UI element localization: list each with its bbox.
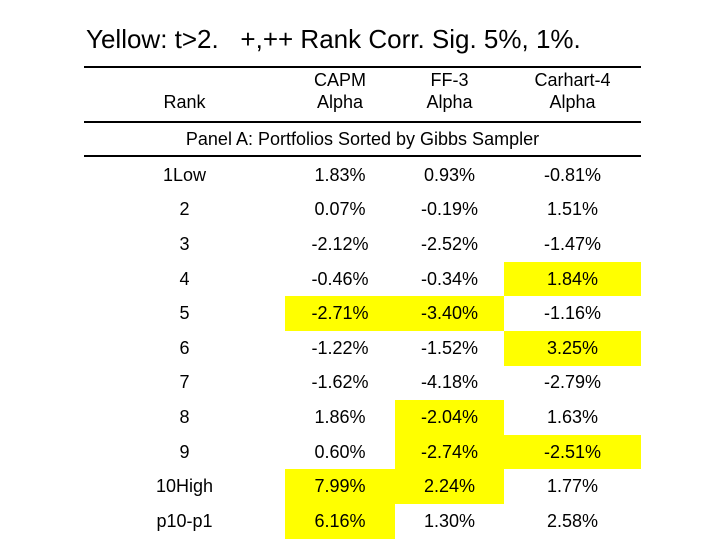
column-header-line2: Alpha bbox=[426, 92, 473, 112]
capm-alpha-cell: 0.07% bbox=[314, 199, 366, 220]
table-row: 9 0.60% -2.74% -2.51% bbox=[84, 434, 641, 470]
capm-alpha-cell: -0.46% bbox=[311, 268, 369, 289]
column-header-line2: Alpha bbox=[549, 92, 596, 112]
slide-title: Yellow: t>2. +,++ Rank Corr. Sig. 5%, 1%… bbox=[86, 24, 581, 54]
column-header-line2: Alpha bbox=[316, 92, 364, 112]
table-header-row: Rank CAPM Alpha FF-3 Alpha Carhart-4 Alp… bbox=[84, 68, 641, 121]
rank-cell: 10High bbox=[155, 476, 214, 497]
capm-alpha-cell: -1.62% bbox=[311, 372, 369, 393]
table-row: 6 -1.22% -1.52% 3.25% bbox=[84, 330, 641, 366]
column-header-line1: FF-3 bbox=[430, 70, 469, 90]
ff3-alpha-cell: -0.19% bbox=[420, 199, 479, 220]
ff3-alpha-cell: -3.40% bbox=[395, 296, 504, 331]
rank-cell: 3 bbox=[179, 233, 190, 254]
carhart4-alpha-cell: -1.47% bbox=[543, 233, 602, 254]
header-divider-rule bbox=[84, 121, 641, 123]
rank-cell: 9 bbox=[179, 441, 190, 462]
carhart4-alpha-cell: -2.51% bbox=[504, 434, 641, 470]
column-header-ff3-alpha: FF-3 Alpha bbox=[395, 68, 504, 121]
column-header-capm-alpha: CAPM Alpha bbox=[285, 68, 395, 121]
carhart4-alpha-cell: -2.79% bbox=[543, 372, 602, 393]
rank-cell: 1Low bbox=[162, 164, 207, 185]
panel-label: Panel A: Portfolios Sorted by Gibbs Samp… bbox=[185, 128, 540, 149]
carhart4-alpha-cell: 1.84% bbox=[504, 261, 641, 297]
table-row: 5 -2.71% -3.40% -1.16% bbox=[84, 296, 641, 331]
table-row: 4 -0.46% -0.34% 1.84% bbox=[84, 261, 641, 297]
ff3-alpha-cell: -1.52% bbox=[420, 337, 479, 358]
table-row: 3 -2.12% -2.52% -1.47% bbox=[84, 227, 641, 262]
ff3-alpha-cell: -2.74% bbox=[395, 434, 504, 470]
carhart4-alpha-cell: 3.25% bbox=[504, 330, 641, 366]
ff3-alpha-cell: -0.34% bbox=[420, 268, 479, 289]
column-header-line1: CAPM bbox=[313, 70, 366, 90]
capm-alpha-cell: 6.16% bbox=[285, 503, 395, 539]
column-header-rank: Rank bbox=[84, 68, 285, 121]
capm-alpha-cell: 1.86% bbox=[314, 406, 366, 427]
table-row: 8 1.86% -2.04% 1.63% bbox=[84, 400, 641, 435]
capm-alpha-cell: -1.22% bbox=[311, 337, 369, 358]
rank-cell: 5 bbox=[179, 303, 190, 324]
table-row: 1Low 1.83% 0.93% -0.81% bbox=[84, 158, 641, 193]
capm-alpha-cell: 1.83% bbox=[314, 164, 366, 185]
rank-cell: 6 bbox=[179, 337, 190, 358]
carhart4-alpha-cell: 1.51% bbox=[546, 199, 599, 220]
table-top-rule bbox=[84, 66, 641, 68]
panel-divider-rule bbox=[84, 155, 641, 157]
rank-cell: 8 bbox=[179, 406, 190, 427]
carhart4-alpha-cell: -1.16% bbox=[543, 303, 602, 324]
capm-alpha-cell: -2.71% bbox=[285, 296, 395, 331]
column-header-carhart4-alpha: Carhart-4 Alpha bbox=[504, 68, 641, 121]
column-header-line2: Rank bbox=[163, 92, 206, 112]
rank-cell: p10-p1 bbox=[156, 510, 213, 531]
ff3-alpha-cell: 2.24% bbox=[395, 469, 504, 504]
column-header-line1: Carhart-4 bbox=[534, 70, 611, 90]
capm-alpha-cell: -2.12% bbox=[311, 233, 369, 254]
table-row: 2 0.07% -0.19% 1.51% bbox=[84, 193, 641, 228]
ff3-alpha-cell: -4.18% bbox=[420, 372, 479, 393]
ff3-alpha-cell: 0.93% bbox=[423, 164, 476, 185]
table-row: 10High 7.99% 2.24% 1.77% bbox=[84, 469, 641, 504]
rank-cell: 4 bbox=[179, 268, 190, 289]
carhart4-alpha-cell: -0.81% bbox=[543, 164, 602, 185]
table-body: 1Low 1.83% 0.93% -0.81% 2 0.07% -0.19% 1.51% 3 -2… bbox=[84, 158, 641, 539]
ff3-alpha-cell: -2.52% bbox=[420, 233, 479, 254]
ff3-alpha-cell: -2.04% bbox=[395, 400, 504, 435]
capm-alpha-cell: 7.99% bbox=[285, 469, 395, 504]
carhart4-alpha-cell: 2.58% bbox=[546, 510, 599, 531]
carhart4-alpha-cell: 1.63% bbox=[546, 406, 599, 427]
capm-alpha-cell: 0.60% bbox=[314, 441, 366, 462]
table-row: p10-p1 6.16% 1.30% 2.58% bbox=[84, 503, 641, 539]
rank-cell: 7 bbox=[179, 372, 190, 393]
table-row: 7 -1.62% -4.18% -2.79% bbox=[84, 366, 641, 401]
ff3-alpha-cell: 1.30% bbox=[423, 510, 476, 531]
carhart4-alpha-cell: 1.77% bbox=[546, 476, 599, 497]
rank-cell: 2 bbox=[179, 199, 190, 220]
